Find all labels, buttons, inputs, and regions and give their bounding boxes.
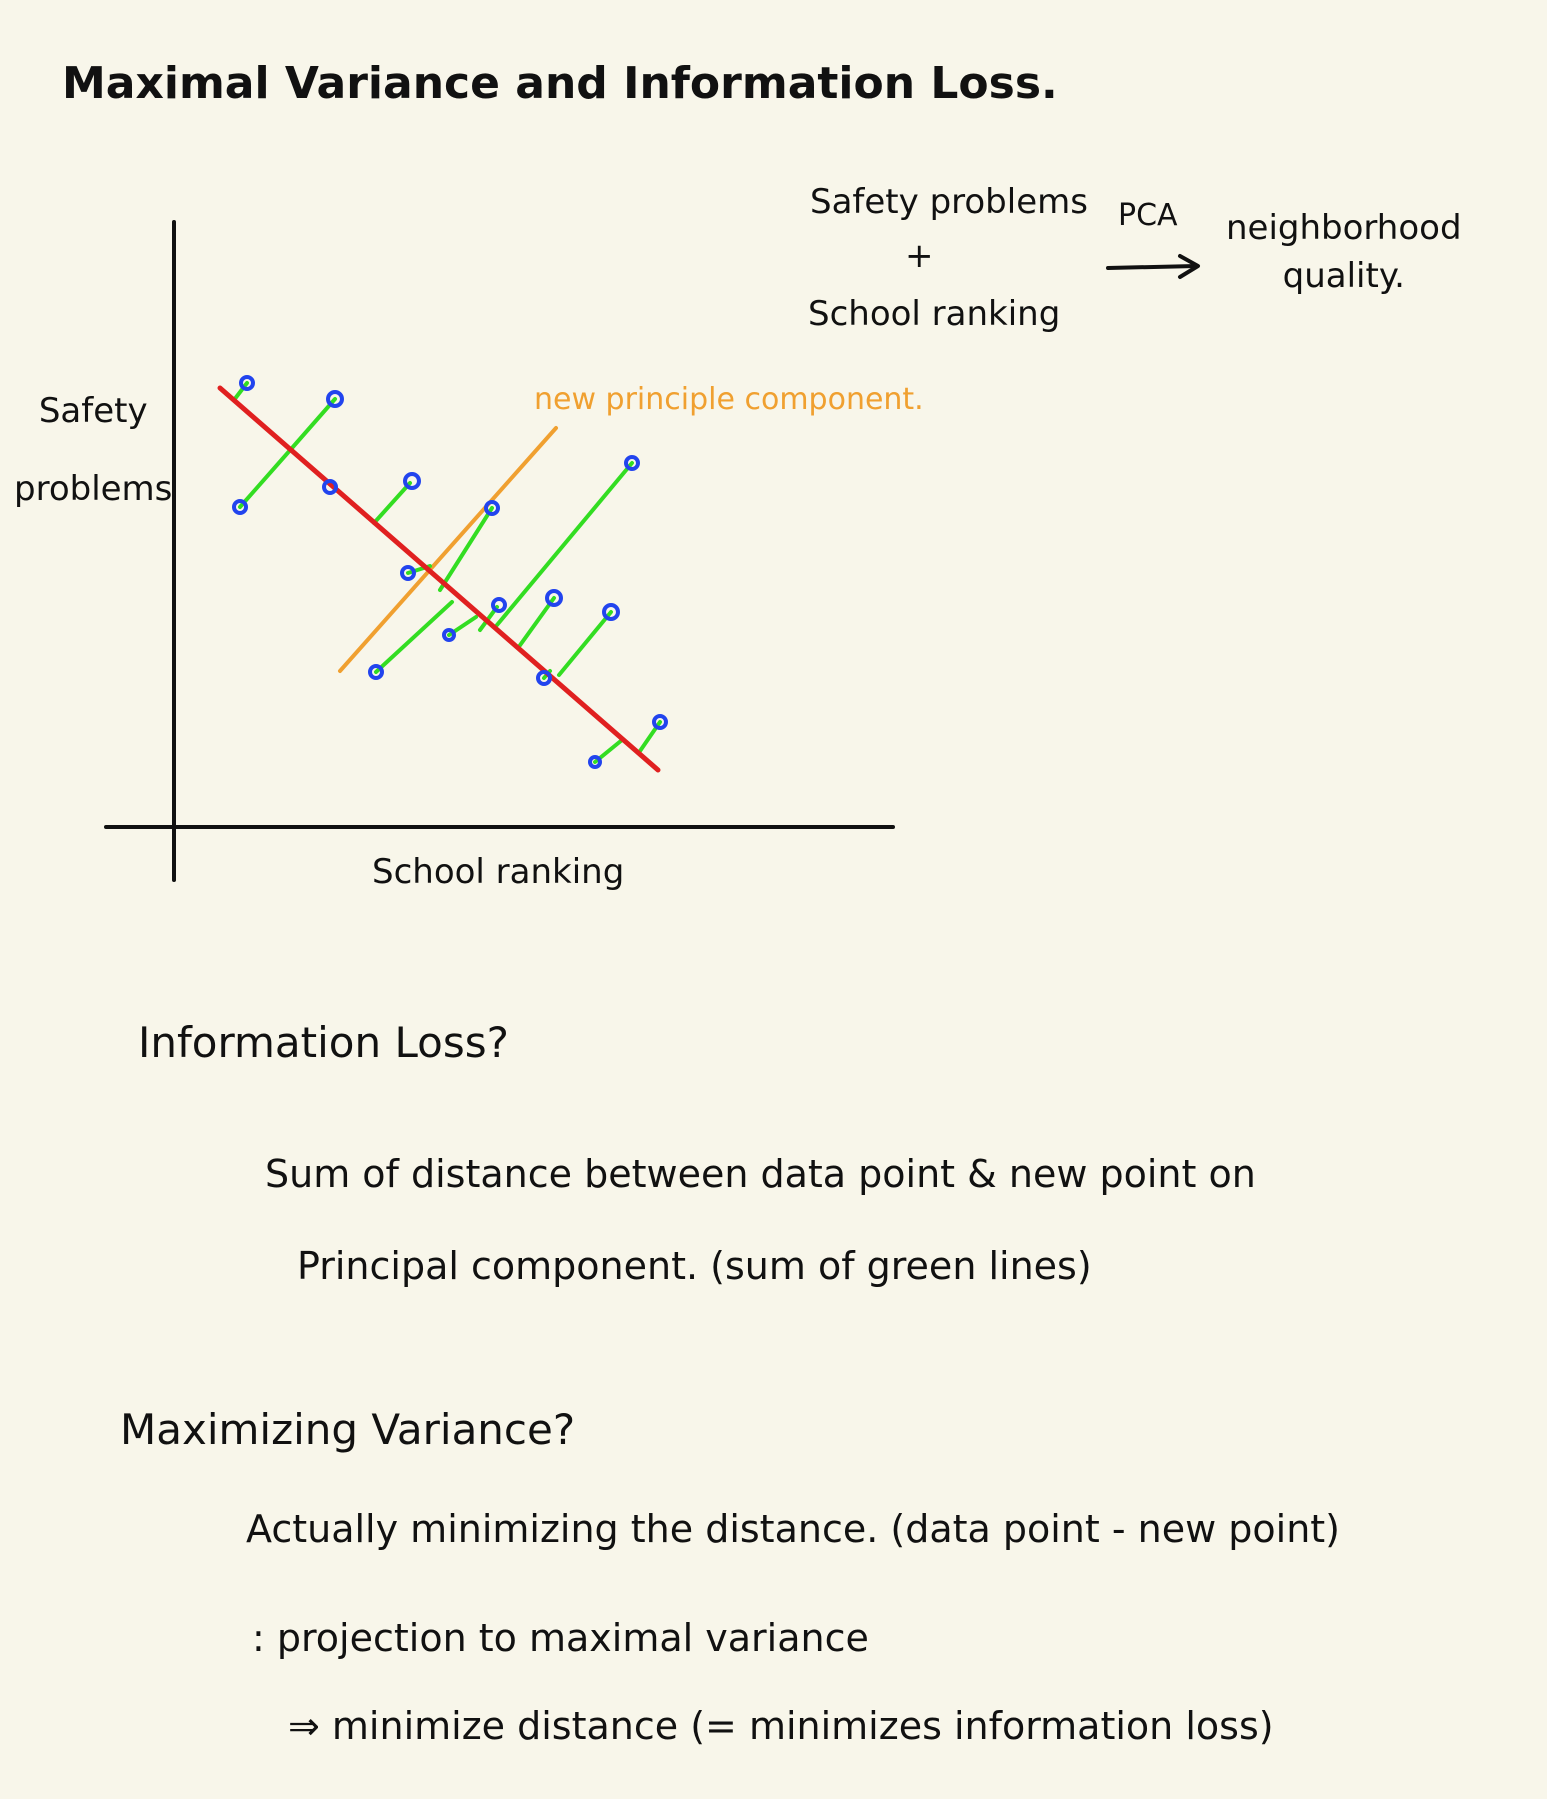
page-title: Maximal Variance and Information Loss. [62,58,1058,109]
information-loss-question: Information Loss? [138,1018,509,1067]
data-point [602,603,620,621]
y-axis-label: Safety problems [14,372,172,528]
distance-line [372,481,412,525]
data-point [536,670,552,686]
maximizing-variance-question: Maximizing Variance? [120,1405,576,1454]
distance-line [438,506,494,592]
data-point [232,499,248,515]
pca-output-line1: neighborhood [1226,208,1462,248]
distance-line [516,596,556,650]
pca-output: neighborhood quality. [1226,204,1462,300]
maximizing-variance-answer-line2: : projection to maximal variance [252,1616,869,1660]
data-point [239,375,255,391]
data-point [484,500,500,516]
y-axis-label-line1: Safety [38,391,148,431]
data-point [442,628,456,642]
data-point [368,664,384,680]
y-axis-label-line2: problems [14,469,173,509]
pca-input-safety: Safety problems [810,182,1088,222]
x-axis-label: School ranking [372,852,625,892]
pca-output-line2: quality. [1282,256,1405,296]
data-point [652,714,668,730]
maximizing-variance-answer-line1: Actually minimizing the distance. (data … [246,1507,1341,1551]
principal-component-line [338,426,558,673]
distance-line [290,397,337,450]
principal-component-label: new principle component. [534,382,924,417]
information-loss-answer-line1: Sum of distance between data point & new… [265,1152,1256,1196]
pca-method-label: PCA [1118,198,1178,233]
data-point [588,755,602,769]
pca-arrow-icon [1106,254,1200,279]
pca-diagram [104,220,895,882]
data-point [326,390,344,408]
data-point [403,472,421,490]
data-point [322,479,338,495]
pca-input-school: School ranking [808,294,1061,334]
data-point [624,455,640,471]
distance-line [495,461,634,627]
maximizing-variance-answer-line3: ⇒ minimize distance (= minimizes informa… [288,1704,1274,1748]
distance-line [557,610,613,677]
information-loss-answer-line2: Principal component. (sum of green lines… [297,1244,1092,1288]
distance-line [238,446,294,509]
pca-plus-sign: + [905,236,934,276]
data-point [491,597,507,613]
data-point [400,565,416,581]
fit-line [217,385,661,773]
distance-line [374,600,454,674]
distance-line [232,381,249,402]
data-point [545,589,563,607]
